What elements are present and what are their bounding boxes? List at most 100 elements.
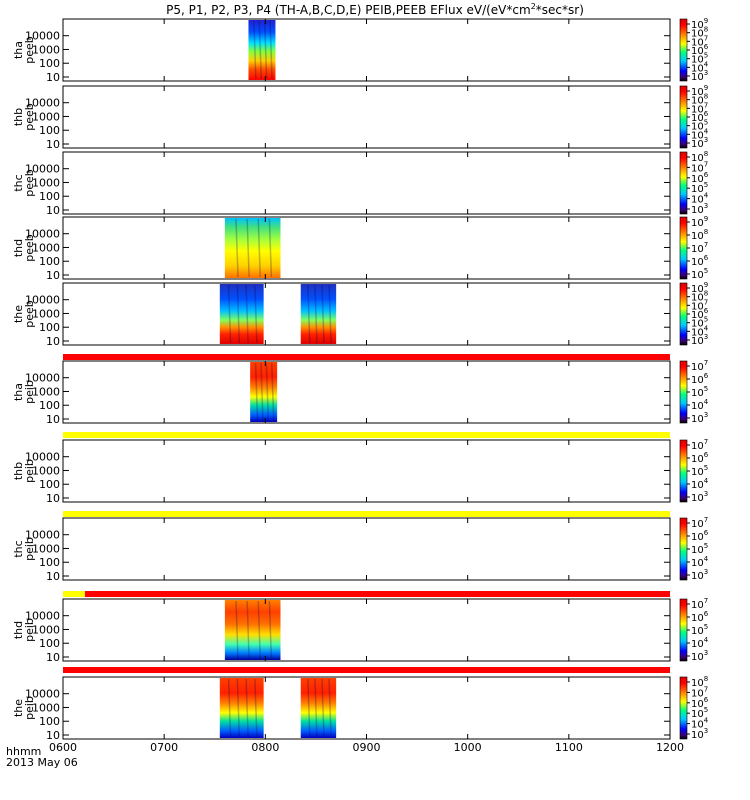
colorbar-tick-exponent: 5 — [704, 706, 708, 714]
y-tick-label: 100 — [39, 321, 60, 334]
panel-product-label: peib — [23, 459, 36, 483]
spectrogram-streak — [235, 600, 239, 660]
colorbar-tick-label: 107 — [691, 359, 708, 373]
spectrogram-segment — [219, 284, 264, 344]
colorbar-tick-exponent: 4 — [704, 717, 709, 725]
colorbar-tick-label: 108 — [691, 228, 708, 242]
spectrogram-streak — [260, 362, 264, 422]
spectrogram-streak — [235, 218, 239, 278]
y-tick-label: 10 — [46, 651, 60, 664]
spectrogram-streak — [307, 678, 311, 738]
flag-bar — [84, 591, 671, 597]
colorbar — [679, 598, 688, 662]
colorbar-tick-label: 105 — [691, 267, 708, 281]
spectrogram-streak — [253, 20, 257, 80]
spectrogram-segment — [224, 218, 281, 278]
spectrogram-streak — [269, 20, 273, 80]
colorbar-tick-exponent: 5 — [704, 385, 708, 393]
colorbar-tick-exponent: 5 — [704, 52, 708, 60]
spectrogram-streak — [270, 362, 275, 422]
panel-probe-label: the — [12, 305, 25, 323]
plot-title: P5, P1, P2, P3, P4 (TH-A,B,C,D,E) PEIB,P… — [0, 2, 750, 17]
colorbar — [679, 282, 688, 346]
colorbar-tick-exponent: 3 — [704, 333, 708, 341]
colorbar-tick-label: 105 — [691, 623, 708, 637]
colorbar-tick-exponent: 5 — [704, 267, 708, 275]
panel-background — [63, 86, 670, 148]
panel-product-label: peeb — [23, 169, 36, 197]
colorbar-tick-exponent: 7 — [704, 597, 708, 605]
panel-product-label: peeb — [23, 300, 36, 328]
colorbar — [679, 18, 688, 82]
y-tick-label: 100 — [39, 637, 60, 650]
colorbar-tick-label: 105 — [691, 542, 708, 556]
colorbar-tick-label: 104 — [691, 477, 709, 491]
spectrogram-streak — [328, 678, 332, 738]
colorbar-tick-exponent: 3 — [704, 202, 708, 210]
panel-background — [63, 283, 670, 345]
y-tick-label: 100 — [39, 124, 60, 137]
colorbar-tick-exponent: 3 — [704, 490, 708, 498]
colorbar-tick-label: 107 — [691, 438, 708, 452]
y-tick-label: 10 — [46, 413, 60, 426]
spectrogram-streak — [254, 284, 258, 344]
title-superscript: 2 — [530, 2, 536, 11]
title-text: P5, P1, P2, P3, P4 (TH-A,B,C,D,E) PEIB,P… — [166, 3, 531, 17]
colorbar-tick-exponent: 4 — [704, 555, 709, 563]
flag-bar — [63, 511, 670, 517]
spectrogram-streak — [257, 218, 262, 278]
time-tick-label: 1200 — [656, 741, 684, 754]
colorbar-tick-exponent: 8 — [704, 290, 708, 298]
colorbar-tick-exponent: 4 — [704, 636, 709, 644]
panel-thb-peeb: 10100100010000thbpeeb1091081071061051041… — [12, 84, 709, 151]
y-tick-label: 100 — [39, 399, 60, 412]
y-tick-label: 10 — [46, 492, 60, 505]
panel-probe-label: thd — [12, 621, 25, 639]
colorbar-tick-exponent: 4 — [704, 477, 709, 485]
colorbar-tick-exponent: 4 — [704, 127, 709, 135]
colorbar-tick-exponent: 8 — [704, 93, 708, 101]
colorbar-tick-exponent: 8 — [704, 26, 708, 34]
y-tick-label: 10 — [46, 570, 60, 583]
spectrogram-segment — [224, 600, 281, 660]
y-tick-label: 10000 — [25, 451, 60, 464]
colorbar-tick-exponent: 4 — [704, 192, 709, 200]
spectrogram-streak — [314, 284, 318, 344]
colorbar — [679, 151, 688, 215]
y-tick-label: 1000 — [32, 110, 60, 123]
colorbar-tick-label: 105 — [691, 385, 708, 399]
y-tick-label: 1000 — [32, 176, 60, 189]
y-tick-label: 100 — [39, 556, 60, 569]
title-text-end: *sec*sr) — [535, 3, 584, 17]
y-tick-label: 10 — [46, 71, 60, 84]
y-tick-label: 10000 — [25, 228, 60, 241]
panel-background — [63, 152, 670, 214]
spectrogram-streak — [245, 284, 249, 344]
colorbar-tick-exponent: 6 — [704, 254, 709, 262]
colorbar-tick-label: 106 — [691, 451, 709, 465]
colorbar-tick-exponent: 6 — [704, 372, 709, 380]
panel-background — [63, 677, 670, 739]
colorbar-tick-exponent: 6 — [704, 307, 709, 315]
y-tick-label: 100 — [39, 190, 60, 203]
spectrogram-streak — [227, 284, 232, 344]
spectrogram-segment — [219, 678, 264, 738]
colorbar-tick-exponent: 9 — [704, 281, 708, 289]
y-tick-label: 100 — [39, 57, 60, 70]
y-tick-label: 100 — [39, 478, 60, 491]
y-tick-label: 1000 — [32, 623, 60, 636]
spectrogram-streak — [258, 20, 263, 80]
flag-bar — [63, 667, 670, 673]
panel-probe-label: thc — [12, 540, 25, 557]
y-tick-label: 1000 — [32, 385, 60, 398]
y-tick-label: 10000 — [25, 372, 60, 385]
colorbar-tick-label: 104 — [691, 555, 709, 569]
colorbar-tick-label: 109 — [691, 215, 708, 229]
spectrogram-segment — [300, 678, 337, 738]
colorbar-tick-label: 105 — [691, 464, 708, 478]
time-axis-label: hhmm — [6, 745, 42, 758]
